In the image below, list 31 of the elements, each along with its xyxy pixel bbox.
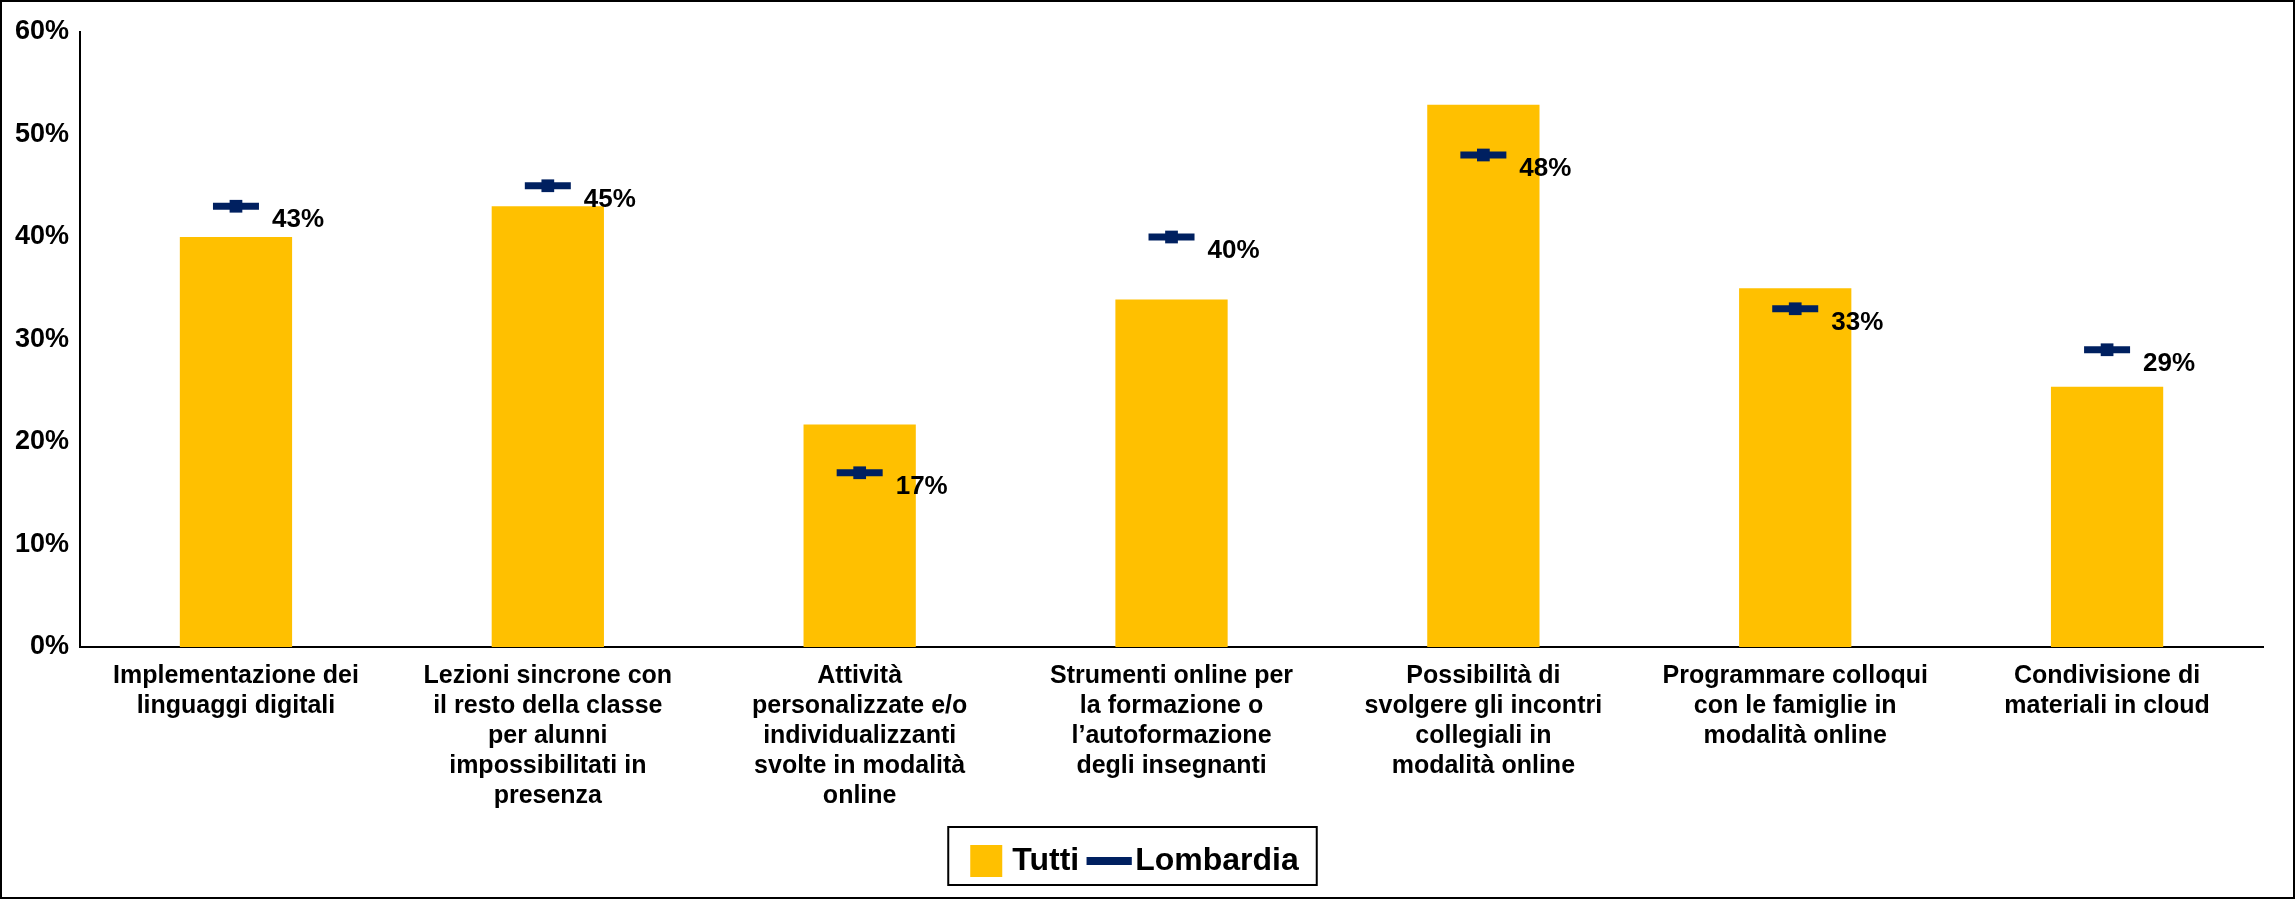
data-label: 43% [271, 203, 325, 234]
point [853, 466, 867, 480]
data-label: 40% [1207, 234, 1260, 265]
x-tick-label: Programmare colloqui con le famiglie in modalità online [1662, 659, 1928, 748]
y-tick-label: 40% [14, 220, 70, 251]
y-tick-label: 50% [14, 117, 70, 148]
point [229, 199, 243, 213]
x-tick-label: Possibilità di svolgere gli incontri collegiali in modalità online [1364, 659, 1603, 778]
legend-label: Tutti [1012, 840, 1080, 877]
point [541, 179, 555, 193]
point [2100, 343, 2114, 357]
y-tick-label: 30% [14, 322, 70, 353]
point [1165, 230, 1178, 244]
bar [1115, 299, 1228, 647]
data-label: 29% [2143, 346, 2196, 377]
y-tick-label: 10% [14, 527, 70, 558]
y-tick-label: 60% [14, 15, 70, 46]
bar [2050, 386, 2164, 647]
x-tick-label: Implementazione dei linguaggi digitali [113, 659, 359, 718]
x-tick-label: Condivisione di materiali in cloud [2004, 659, 2210, 718]
point [1788, 302, 1802, 316]
x-tick-label: Attività personalizzate e/o individualizzanti svolte in modalità online [751, 659, 968, 808]
x-tick-label: Strumenti online per la formazione o l’autoformazione degli insegnanti [1049, 659, 1294, 778]
point [1477, 148, 1490, 162]
data-label: 45% [583, 182, 636, 213]
bar [491, 206, 604, 647]
y-tick-label: 0% [30, 630, 70, 661]
x-tick-label: Lezioni sincrone con il resto della classe per alunni impossibilitati in presenza [423, 659, 673, 808]
legend-label: Lombardia [1135, 840, 1299, 877]
bar [179, 237, 293, 647]
y-tick-label: 20% [14, 425, 70, 456]
